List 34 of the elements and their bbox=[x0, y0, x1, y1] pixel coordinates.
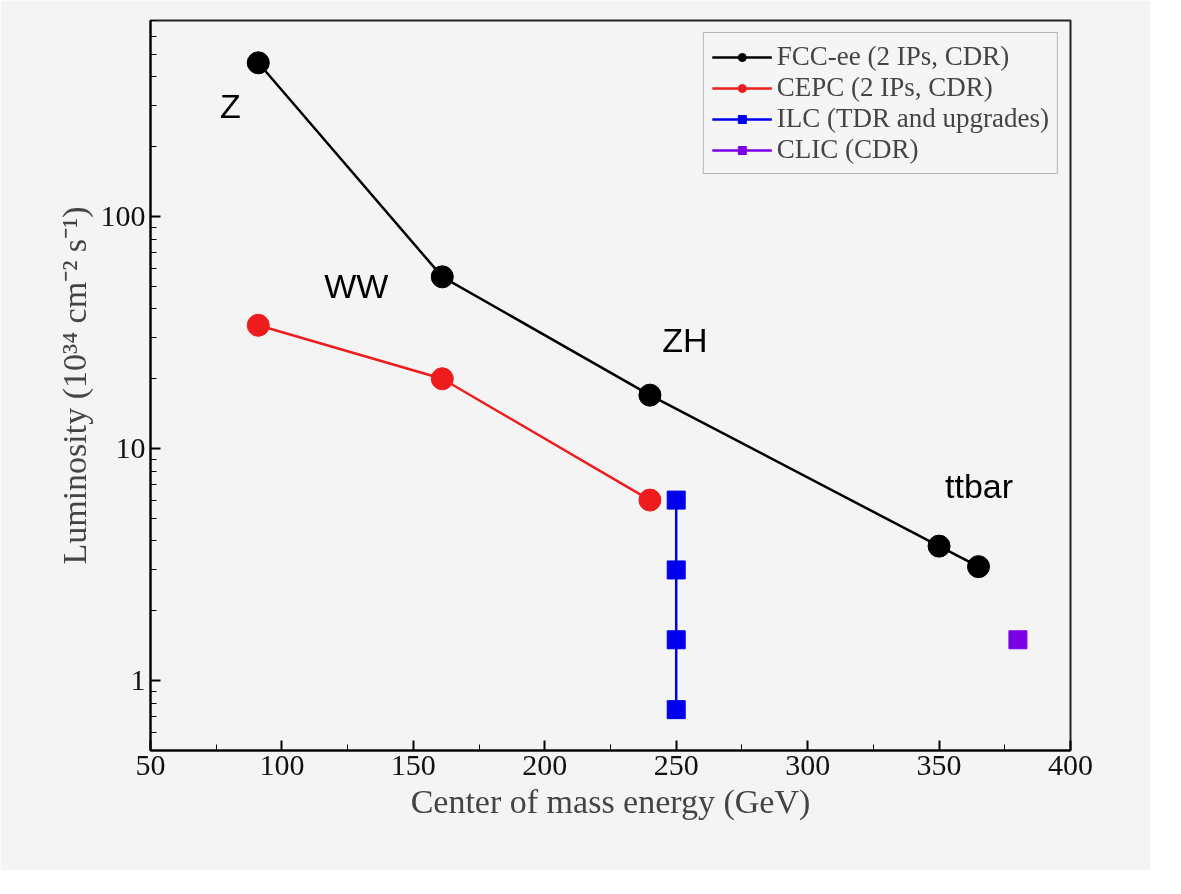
x-tick-label: 300 bbox=[785, 747, 831, 781]
point bbox=[666, 560, 686, 580]
point bbox=[666, 700, 686, 720]
point bbox=[430, 367, 454, 391]
y-tick-label: 1 bbox=[130, 663, 146, 697]
annotation: Z bbox=[219, 86, 241, 125]
x-tick-label: 350 bbox=[916, 747, 962, 781]
y-axis-title: Luminosity (10³⁴ cm⁻² s⁻¹) bbox=[55, 206, 94, 565]
x-tick-label: 150 bbox=[390, 747, 436, 781]
y-tick-label: 100 bbox=[100, 199, 146, 233]
point bbox=[927, 534, 951, 558]
point bbox=[638, 383, 662, 407]
legend-label: CEPC (2 IPs, CDR) bbox=[776, 72, 993, 103]
point bbox=[430, 265, 454, 289]
y-tick-label: 10 bbox=[115, 431, 146, 465]
x-tick-label: 400 bbox=[1048, 747, 1093, 781]
point bbox=[1008, 630, 1028, 650]
x-tick-label: 200 bbox=[522, 747, 568, 781]
point bbox=[666, 630, 686, 650]
x-tick-label: 50 bbox=[135, 747, 166, 781]
point bbox=[638, 488, 662, 512]
point bbox=[967, 555, 990, 579]
x-tick-label: 100 bbox=[259, 747, 305, 781]
point bbox=[666, 490, 686, 510]
annotation: WW bbox=[324, 266, 389, 305]
annotation: ttbar bbox=[945, 467, 1014, 506]
point bbox=[246, 51, 270, 75]
legend-label: CLIC (CDR) bbox=[776, 134, 919, 165]
point bbox=[246, 313, 270, 337]
x-tick-label: 250 bbox=[653, 747, 699, 781]
legend-label: FCC-ee (2 IPs, CDR) bbox=[776, 41, 1010, 72]
x-axis-title: Center of mass energy (GeV) bbox=[410, 782, 811, 821]
annotation: ZH bbox=[662, 321, 708, 360]
legend-label: ILC (TDR and upgrades) bbox=[776, 103, 1049, 134]
